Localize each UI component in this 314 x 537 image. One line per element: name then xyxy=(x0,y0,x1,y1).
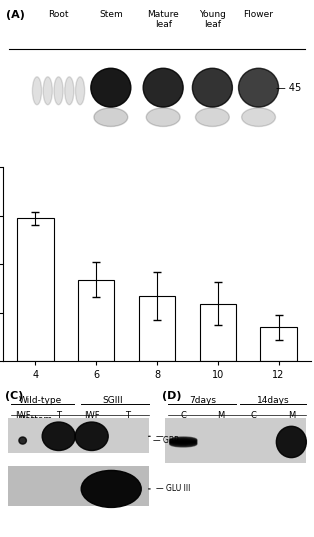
Bar xyxy=(139,296,175,361)
Text: IWF: IWF xyxy=(15,411,30,419)
Text: Flower: Flower xyxy=(244,10,273,19)
Ellipse shape xyxy=(143,68,183,107)
Ellipse shape xyxy=(170,440,197,445)
Text: 14days: 14days xyxy=(257,396,290,405)
Bar xyxy=(17,219,54,361)
Ellipse shape xyxy=(65,77,74,105)
Ellipse shape xyxy=(75,422,108,451)
Text: (A): (A) xyxy=(6,10,25,20)
Ellipse shape xyxy=(91,68,131,107)
Text: M: M xyxy=(288,411,295,419)
Ellipse shape xyxy=(94,108,128,127)
Text: Bottom: Bottom xyxy=(19,416,52,424)
Text: T: T xyxy=(125,411,130,419)
Ellipse shape xyxy=(242,108,275,127)
Ellipse shape xyxy=(43,77,52,105)
Text: C: C xyxy=(180,411,186,419)
Text: T: T xyxy=(56,411,61,419)
Ellipse shape xyxy=(32,77,41,105)
Text: 7days: 7days xyxy=(189,396,216,405)
Bar xyxy=(78,280,114,361)
Text: C: C xyxy=(251,411,257,419)
Ellipse shape xyxy=(146,108,180,127)
Text: M: M xyxy=(217,411,225,419)
Text: — GBP: — GBP xyxy=(156,432,182,441)
Text: Young
leaf: Young leaf xyxy=(199,10,226,30)
Ellipse shape xyxy=(170,441,197,447)
Text: — 45: — 45 xyxy=(276,83,302,93)
Ellipse shape xyxy=(170,440,197,446)
FancyBboxPatch shape xyxy=(165,418,306,463)
Bar xyxy=(260,327,297,361)
Ellipse shape xyxy=(170,439,197,445)
Text: IWF: IWF xyxy=(84,411,100,419)
Ellipse shape xyxy=(42,422,75,451)
Ellipse shape xyxy=(54,77,63,105)
Ellipse shape xyxy=(170,437,197,442)
Text: Stem: Stem xyxy=(99,10,123,19)
FancyBboxPatch shape xyxy=(8,418,149,453)
Text: (C): (C) xyxy=(5,391,23,401)
Ellipse shape xyxy=(19,437,26,444)
Text: Root: Root xyxy=(48,10,69,19)
Ellipse shape xyxy=(239,68,279,107)
Bar xyxy=(200,304,236,361)
Text: SGIII: SGIII xyxy=(102,396,123,405)
Ellipse shape xyxy=(170,438,197,444)
Text: (D): (D) xyxy=(162,391,182,401)
Text: Leaf Nr.: Leaf Nr. xyxy=(170,429,205,438)
Ellipse shape xyxy=(81,470,141,507)
Text: — GLU III: — GLU III xyxy=(156,484,191,494)
Text: Mature
leaf: Mature leaf xyxy=(147,10,179,30)
Ellipse shape xyxy=(276,426,306,458)
Ellipse shape xyxy=(192,68,232,107)
Text: — GBP: — GBP xyxy=(153,436,179,445)
Ellipse shape xyxy=(196,108,229,127)
FancyBboxPatch shape xyxy=(8,466,149,506)
Ellipse shape xyxy=(75,77,85,105)
Text: Wild-type: Wild-type xyxy=(19,396,62,405)
